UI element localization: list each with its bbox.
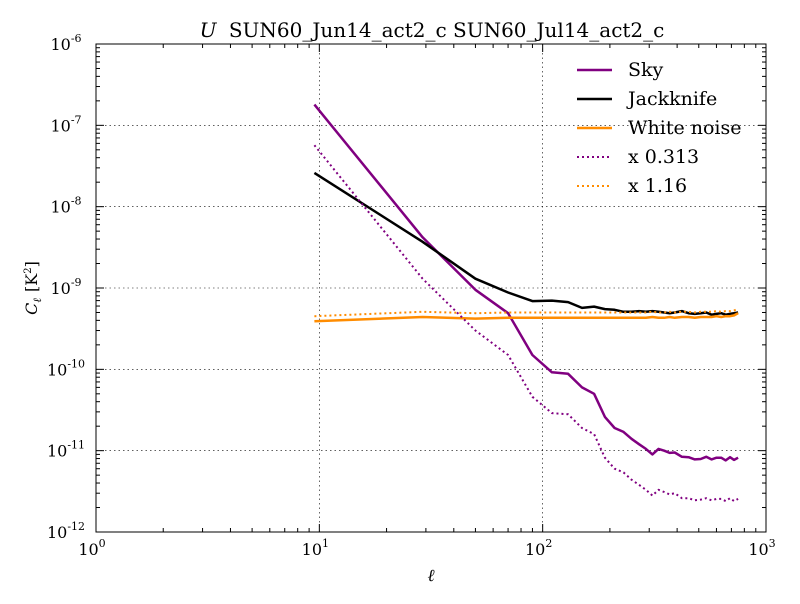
legend: Sky Jackknife White noise x 0.313 x 1.16 [577,59,742,197]
y-axis-label-unit: [K [22,273,41,292]
legend-label: White noise [628,117,742,139]
series-layer [313,103,739,503]
legend-label: x 0.313 [628,146,699,168]
y-tick-label: 10-9 [50,276,81,298]
y-tick-label: 10-7 [50,113,81,135]
y-tick-label: 10-8 [50,195,81,217]
y-axis-label-sub: ℓ [31,298,44,303]
legend-label: Jackknife [626,88,717,110]
legend-label: x 1.16 [628,175,687,197]
y-axis-label: Cℓ [K2] [22,261,44,315]
x-tick-label: 102 [525,537,552,559]
y-tick-label: 10-12 [47,520,85,542]
y-tick-label: 10-11 [47,439,85,461]
y-axis-label-main: C [22,303,41,315]
x-tick-label: 103 [748,537,775,559]
y-tick-label: 10-6 [50,32,81,54]
y-tick-label: 10-10 [47,357,85,379]
series-line-x-1-16 [314,308,739,318]
chart-title-text: SUN60_Jun14_act2_c SUN60_Jul14_act2_c [229,18,665,42]
x-tick-label: 100 [78,537,105,559]
tick-layer: 100 101 102 103 10-12 10-11 10-10 10-9 10-8 10-7 1… [47,32,776,559]
legend-label: Sky [628,59,664,81]
chart-title-italic: U [200,18,218,42]
series-line-sky [313,103,739,462]
series-line-white-noise [314,312,739,323]
series-line-x-0-313 [313,144,739,503]
x-tick-label: 101 [302,537,329,559]
y-axis-label-unit-close: ] [22,261,41,267]
chart-title: U SUN60_Jun14_act2_c SUN60_Jul14_act2_c [200,18,665,42]
y-axis-label-unit-sup: 2 [23,267,34,273]
x-axis-label: ℓ [427,566,434,586]
